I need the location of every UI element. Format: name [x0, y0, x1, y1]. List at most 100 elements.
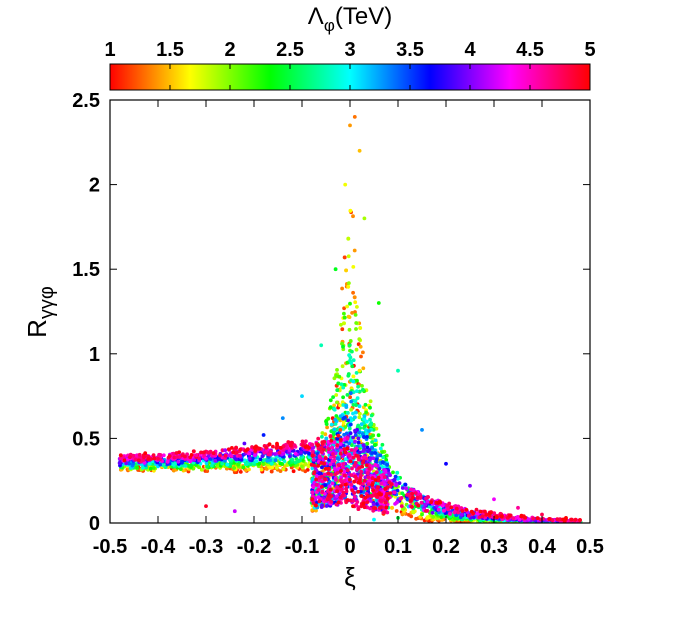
scatter-point: [347, 281, 351, 285]
scatter-point: [350, 488, 355, 493]
scatter-point: [326, 416, 331, 421]
scatter-point: [355, 396, 360, 401]
scatter-point: [348, 123, 352, 128]
scatter-point: [339, 382, 344, 387]
scatter-point: [393, 502, 397, 506]
y-axis-title-sub: γγφ: [36, 286, 58, 319]
scatter-point: [346, 254, 351, 259]
scatter-point: [183, 464, 188, 468]
scatter-point: [332, 440, 337, 445]
y-axis-title-main: R: [22, 319, 52, 338]
scatter-point: [271, 444, 275, 449]
scatter-point: [288, 454, 292, 459]
scatter-point: [349, 473, 354, 478]
y-axis-title: Rγγφ: [22, 286, 58, 338]
scatter-point: [328, 434, 333, 439]
scatter-point: [371, 502, 376, 507]
scatter-point: [339, 322, 343, 327]
scatter-point: [157, 452, 162, 457]
scatter-point: [361, 449, 366, 453]
x-tick-label: 0.4: [528, 536, 557, 558]
scatter-point: [395, 488, 400, 493]
scatter-point: [573, 517, 578, 522]
scatter-point: [278, 446, 283, 450]
scatter-point: [356, 440, 361, 445]
scatter-point: [354, 371, 359, 375]
scatter-point: [436, 501, 440, 505]
scatter-point: [356, 384, 360, 389]
scatter-point: [323, 432, 328, 437]
scatter-point: [370, 451, 374, 455]
scatter-point: [178, 467, 183, 471]
scatter-point: [396, 368, 400, 373]
scatter-point: [355, 378, 359, 383]
y-axis: 0 0.5 1 1.5 2 2.5: [72, 90, 590, 535]
scatter-point: [247, 456, 252, 461]
scatter-point: [292, 443, 297, 448]
scatter-point: [320, 434, 324, 439]
scatter-point: [328, 405, 333, 410]
scatter-point: [338, 495, 343, 500]
scatter-point: [334, 373, 338, 378]
scatter-point: [353, 439, 357, 444]
scatter-point: [349, 361, 354, 365]
scatter-point: [444, 461, 448, 466]
scatter-point: [148, 466, 153, 471]
scatter-point: [245, 447, 250, 452]
scatter-point: [353, 313, 358, 317]
colorbar-tick-label: 2.5: [276, 39, 304, 61]
colorbar-label-sub: φ: [324, 16, 335, 35]
scatter-point: [368, 506, 372, 511]
scatter-point: [499, 514, 504, 519]
scatter-point: [349, 407, 353, 412]
scatter-point: [376, 475, 381, 480]
scatter-point: [478, 509, 483, 514]
scatter-point: [430, 510, 435, 515]
scatter-point: [338, 451, 343, 456]
x-axis: -0.5 -0.4 -0.3 -0.2 -0.1 0 0.1 0.2 0.3 0.4 0.5: [93, 100, 604, 558]
scatter-point: [324, 436, 329, 441]
scatter-point: [334, 414, 339, 418]
scatter-point: [322, 472, 327, 477]
scatter-point: [326, 447, 331, 451]
scatter-point: [364, 428, 368, 433]
scatter-point: [344, 268, 348, 273]
scatter-point: [285, 446, 289, 450]
scatter-points: [117, 115, 583, 523]
x-tick-label: 0.3: [480, 536, 508, 558]
scatter-point: [275, 466, 279, 470]
scatter-point: [378, 453, 383, 458]
scatter-point: [261, 433, 266, 437]
scatter-point: [362, 414, 367, 418]
scatter-point: [359, 422, 364, 427]
scatter-point: [355, 305, 359, 309]
scatter-point: [373, 463, 378, 467]
scatter-point: [273, 458, 278, 463]
scatter-point: [340, 341, 344, 346]
scatter-point: [189, 453, 194, 457]
colorbar-tick-labels: 1 1.5 2 2.5 3 3.5 4 4.5 5: [104, 39, 595, 61]
scatter-point: [335, 388, 340, 392]
scatter-point: [358, 411, 362, 416]
scatter-point: [161, 453, 166, 458]
scatter-point: [347, 343, 352, 347]
scatter-point: [569, 517, 574, 522]
y-tick-label: 2.5: [72, 90, 100, 112]
scatter-point: [335, 400, 339, 405]
scatter-point: [475, 511, 480, 516]
scatter-point: [339, 448, 343, 453]
scatter-point: [342, 321, 346, 326]
scatter-point: [348, 301, 352, 306]
scatter-point: [326, 466, 331, 471]
scatter-point: [360, 464, 365, 469]
scatter-point: [151, 466, 156, 470]
scatter-point: [516, 505, 520, 510]
scatter-point: [411, 509, 415, 514]
scatter-point: [372, 517, 376, 522]
scatter-point: [380, 465, 385, 469]
scatter-point: [348, 422, 353, 427]
scatter-point: [469, 509, 474, 514]
scatter-point: [343, 457, 348, 462]
scatter-point: [357, 415, 362, 420]
scatter-point: [353, 474, 358, 479]
